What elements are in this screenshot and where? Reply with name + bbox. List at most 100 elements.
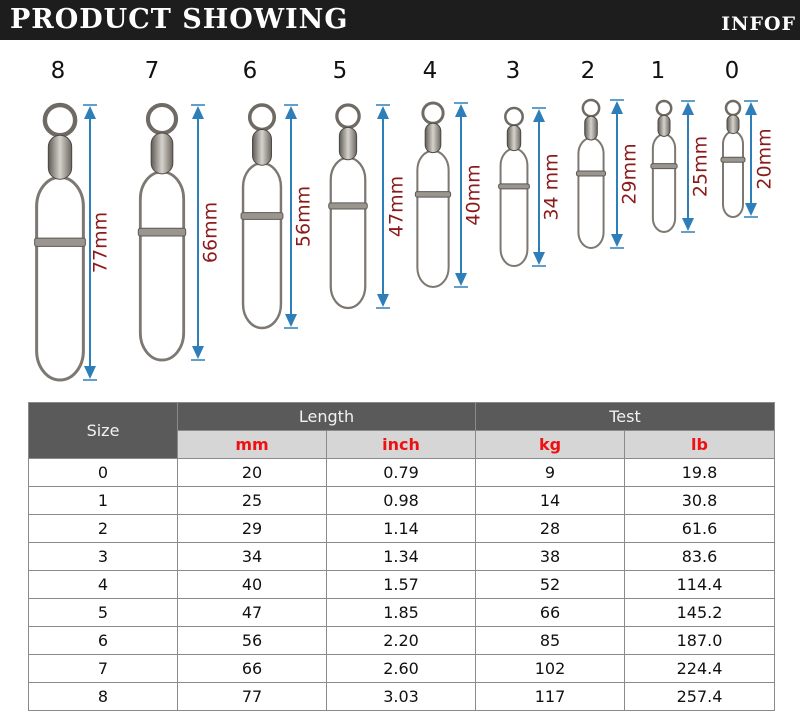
size-cell: 0 <box>28 458 178 487</box>
swivel-barrel <box>338 126 358 161</box>
swivel-barrel <box>584 115 598 141</box>
size-header: Size <box>28 402 178 459</box>
kg-cell: 52 <box>475 570 625 599</box>
arrow-head <box>533 109 545 122</box>
kg-cell: 102 <box>475 654 625 683</box>
lb-cell: 30.8 <box>623 486 776 515</box>
inch-cell: 2.60 <box>326 654 476 683</box>
lb-cell: 61.6 <box>623 514 776 543</box>
swivel-size-label: 7 <box>145 58 160 84</box>
arrow-head <box>745 102 757 115</box>
swivel-barrel <box>657 114 671 137</box>
swivel-item: 3 34 mm <box>498 58 563 267</box>
swivel-ring <box>504 106 524 127</box>
inch-cell: 0.98 <box>326 486 476 515</box>
arrow-head <box>745 203 757 216</box>
header-bar: PRODUCT SHOWING INFOF <box>0 0 800 40</box>
size-cell: 8 <box>28 682 178 711</box>
swivel-illustration: 8 77mm 7 66mm 6 56mm 5 47mm 4 40mm 3 34 mm 2 29mm 1 25m… <box>34 58 776 382</box>
swivel-size-label: 3 <box>506 58 521 84</box>
mm-cell: 29 <box>177 514 327 543</box>
length-header: Length <box>177 402 476 431</box>
swivel-length-label: 40mm <box>463 164 485 225</box>
snap-loop <box>35 175 85 382</box>
arrow-head <box>192 106 204 119</box>
kg-cell: 9 <box>475 458 625 487</box>
swivel-barrel <box>726 114 740 135</box>
kg-header: kg <box>475 430 625 459</box>
swivel-barrel <box>506 124 522 152</box>
arrow-head <box>611 101 623 114</box>
swivel-barrel <box>252 129 272 166</box>
arrow-head <box>285 314 297 327</box>
kg-cell: 117 <box>475 682 625 711</box>
arrow-head <box>682 102 694 115</box>
swivel-size-label: 6 <box>243 58 258 84</box>
table-row: 7 66 2.60 102 224.4 <box>28 654 776 683</box>
swivel-length-label: 29mm <box>619 143 641 204</box>
kg-cell: 28 <box>475 514 625 543</box>
swivel-size-label: 0 <box>725 58 740 84</box>
swivel-barrel <box>47 134 73 180</box>
lb-cell: 145.2 <box>623 598 776 627</box>
table-row: 3 34 1.34 38 83.6 <box>28 542 776 571</box>
lb-header: lb <box>623 430 776 459</box>
swivel-size-label: 1 <box>651 58 666 84</box>
swivel-item: 2 29mm <box>575 58 641 250</box>
swivel-length-label: 25mm <box>690 136 712 197</box>
arrow-head <box>285 106 297 119</box>
swivel-item: 4 40mm <box>414 58 485 289</box>
mm-cell: 47 <box>177 598 327 627</box>
arrow-head <box>682 218 694 231</box>
table-row: 6 56 2.20 85 187.0 <box>28 626 776 655</box>
size-cell: 2 <box>28 514 178 543</box>
size-cell: 5 <box>28 598 178 627</box>
swivel-ring <box>581 98 601 118</box>
snap-clasp <box>34 237 86 247</box>
swivel-ring <box>335 103 361 129</box>
inch-cell: 0.79 <box>326 458 476 487</box>
lb-cell: 83.6 <box>623 542 776 571</box>
lb-cell: 114.4 <box>623 570 776 599</box>
test-header: Test <box>474 402 776 431</box>
swivel-size-label: 4 <box>423 58 438 84</box>
mm-cell: 77 <box>177 682 327 711</box>
kg-cell: 38 <box>475 542 625 571</box>
inch-cell: 1.34 <box>326 542 476 571</box>
size-cell: 4 <box>28 570 178 599</box>
table-row: 2 29 1.14 28 61.6 <box>28 514 776 543</box>
swivel-ring <box>724 99 742 117</box>
swivel-length-label: 66mm <box>200 202 222 263</box>
size-cell: 6 <box>28 626 178 655</box>
snap-loop <box>651 133 677 233</box>
arrow-head <box>455 273 467 286</box>
swivel-length-label: 20mm <box>754 128 776 189</box>
table-row: 8 77 3.03 117 257.4 <box>28 682 776 711</box>
swivel-length-label: 47mm <box>386 176 408 237</box>
swivel-item: 8 77mm <box>34 58 112 382</box>
snap-clasp <box>498 183 530 190</box>
spec-table: Size Length Test mm inch kg lb 0 20 0.79… <box>28 402 776 711</box>
mm-cell: 25 <box>177 486 327 515</box>
swivel-length-label: 56mm <box>293 186 315 247</box>
inch-cell: 1.57 <box>326 570 476 599</box>
page-title: PRODUCT SHOWING <box>10 4 349 35</box>
arrow-head <box>192 346 204 359</box>
swivel-ring <box>421 101 445 125</box>
arrow-head <box>611 234 623 247</box>
lb-cell: 257.4 <box>623 682 776 711</box>
size-cell: 3 <box>28 542 178 571</box>
swivel-size-label: 8 <box>51 58 66 84</box>
kg-cell: 66 <box>475 598 625 627</box>
swivel-barrel <box>150 132 174 175</box>
snap-clasp <box>414 191 452 198</box>
table-row: 5 47 1.85 66 145.2 <box>28 598 776 627</box>
arrow-head <box>533 252 545 265</box>
lb-cell: 19.8 <box>623 458 776 487</box>
arrow-head <box>84 366 96 379</box>
swivel-ring <box>42 102 78 138</box>
swivel-ring <box>655 99 673 117</box>
swivel-ring <box>247 103 277 132</box>
snap-clasp <box>575 170 607 177</box>
snap-clasp <box>650 163 678 170</box>
